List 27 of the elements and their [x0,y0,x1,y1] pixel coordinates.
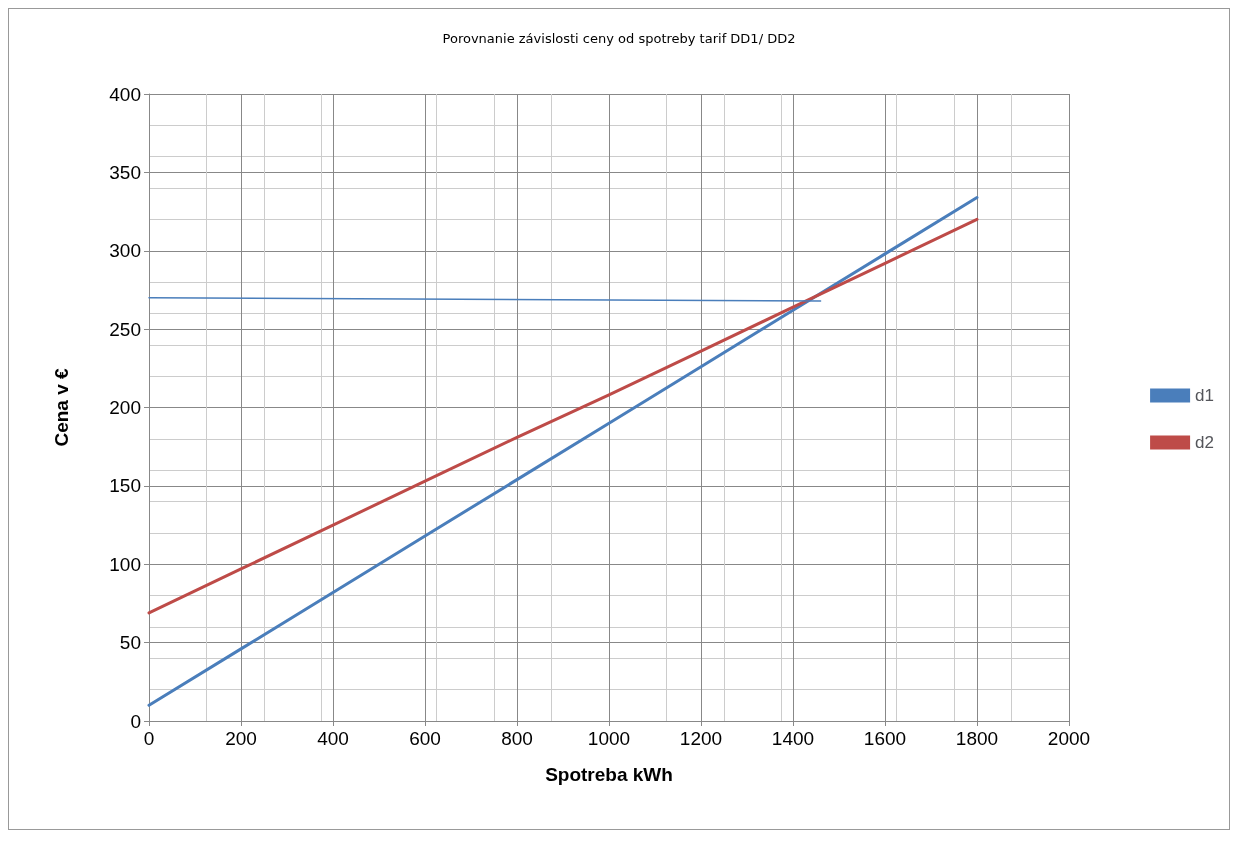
x-tick-label: 1400 [771,728,815,749]
y-tick-label: 100 [109,553,141,575]
line-series [147,195,979,707]
y-tick-label: 150 [109,475,141,497]
y-tick-label: 300 [109,240,141,262]
x-tick-label: 800 [501,728,533,749]
x-tick-label: 1800 [955,728,999,749]
x-tick-label: 1000 [587,728,631,749]
y-tick-label: 50 [119,632,141,654]
line-series [147,217,979,615]
x-tick-label: 2000 [1047,728,1091,749]
x-tick-label: 0 [143,728,155,749]
y-tick-label: 400 [109,83,141,105]
y-tick-label: 200 [109,397,141,418]
x-tick-label: 600 [409,728,441,749]
legend-label: d2 [1195,433,1215,452]
x-tick-label: 1200 [679,728,723,749]
y-tick-label: 0 [130,710,141,732]
chart-title: Porovnanie závislosti ceny od spotreby tarif DD1/ DD2 [442,31,796,46]
x-tick-label: 200 [225,728,257,749]
y-tick-label: 250 [109,318,141,340]
x-tick-label: 1600 [863,728,907,749]
y-tick-label: 350 [109,161,141,183]
x-tick-label: 400 [317,728,349,749]
x-axis-title: Spotreba kWh [545,764,673,785]
y-axis-title: Cena v € [51,367,72,447]
legend-label: d1 [1195,386,1215,405]
